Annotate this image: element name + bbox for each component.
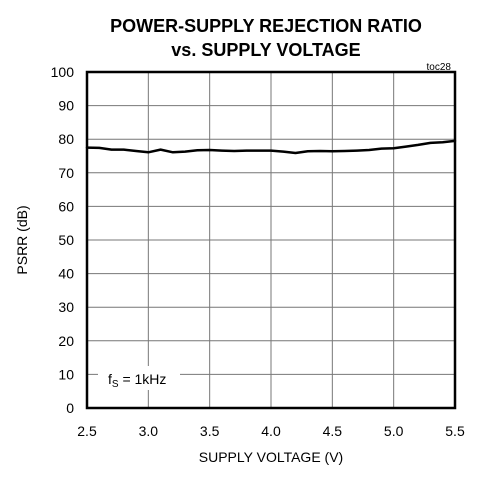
y-tick-label: 90 (58, 98, 74, 114)
x-tick-labels: 2.5 3.0 3.5 4.0 4.5 5.0 5.5 (77, 423, 465, 439)
series-layer (85, 139, 457, 155)
x-tick-label: 5.5 (445, 423, 465, 439)
y-axis-label: PSRR (dB) (14, 205, 30, 274)
y-tick-label: 20 (58, 333, 74, 349)
y-tick-label: 10 (58, 366, 74, 382)
annotation-subscript: S (112, 379, 119, 390)
plot-frame (85, 70, 457, 410)
x-tick-label: 4.0 (261, 423, 281, 439)
x-tick-label: 3.5 (200, 423, 220, 439)
x-tick-label: 3.0 (139, 423, 159, 439)
y-tick-label: 30 (58, 299, 74, 315)
annotation-background (98, 366, 180, 390)
x-axis-label: SUPPLY VOLTAGE (V) (199, 449, 343, 465)
x-tick-label: 4.5 (323, 423, 343, 439)
psrr-series-line (85, 139, 457, 155)
frequency-annotation: fS = 1kHz (98, 366, 180, 390)
y-tick-label: 0 (66, 400, 74, 416)
annotation-f: f (108, 371, 112, 387)
annotation-value: = 1kHz (119, 371, 167, 387)
gridlines (87, 72, 455, 408)
y-tick-label: 60 (58, 198, 74, 214)
y-tick-label: 40 (58, 266, 74, 282)
y-tick-label: 50 (58, 232, 74, 248)
y-tick-labels: 0 10 20 30 40 50 60 70 80 90 100 (51, 64, 75, 416)
annotation-text: fS = 1kHz (108, 371, 166, 390)
chart-subtitle: vs. SUPPLY VOLTAGE (171, 40, 360, 60)
y-tick-label: 80 (58, 131, 74, 147)
corner-label: toc28 (427, 62, 452, 73)
y-tick-label: 70 (58, 165, 74, 181)
x-tick-label: 2.5 (77, 423, 97, 439)
y-tick-label: 100 (51, 64, 75, 80)
x-tick-label: 5.0 (384, 423, 404, 439)
chart-title: POWER-SUPPLY REJECTION RATIO (110, 16, 422, 36)
